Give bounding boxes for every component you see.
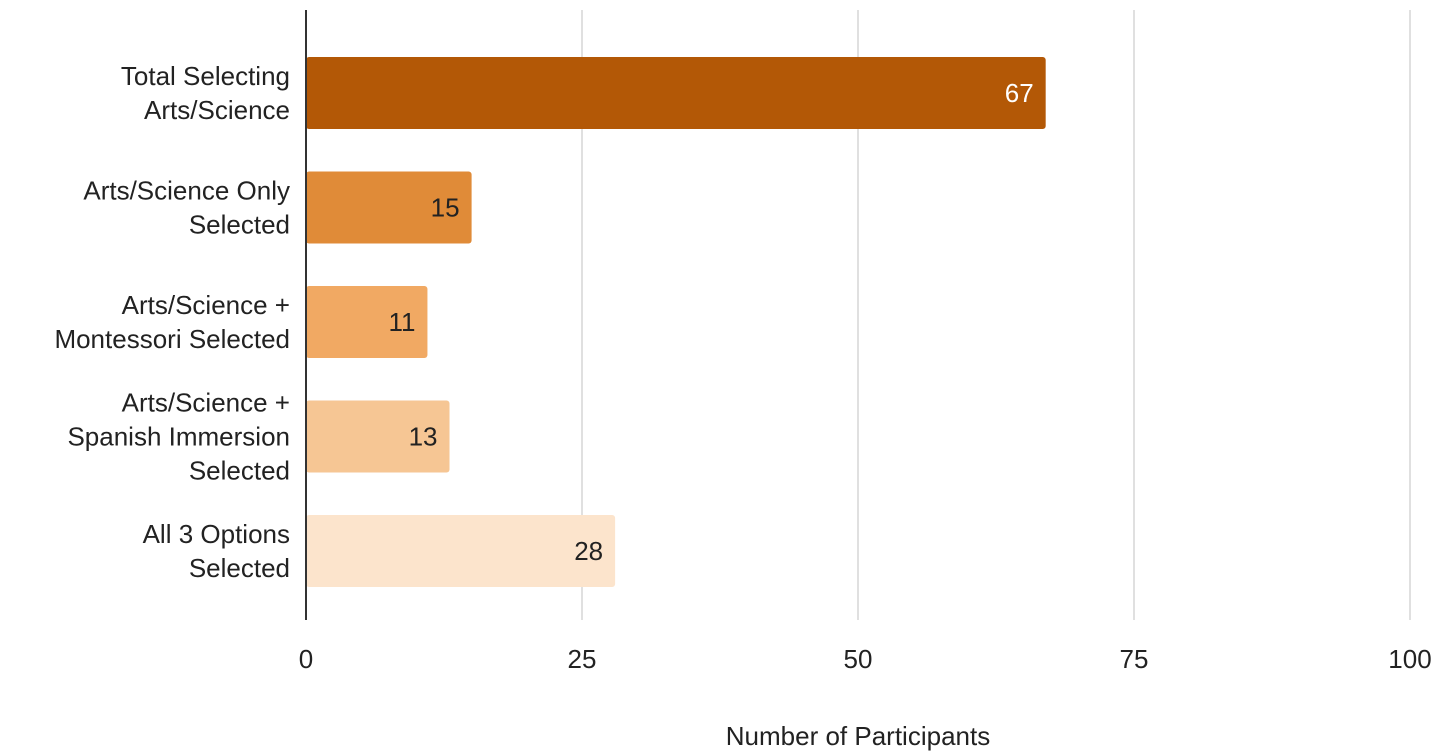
category-label-line: Arts/Science + — [122, 388, 290, 418]
x-tick-labels: 0 25 50 75 100 — [299, 644, 1432, 674]
x-tick-label: 25 — [568, 644, 597, 674]
bar-data-label: 28 — [574, 536, 603, 566]
bar — [306, 400, 450, 473]
category-label-line: Arts/Science — [144, 95, 290, 125]
bars — [306, 57, 1046, 587]
category-label-line: Spanish Immersion — [67, 422, 290, 452]
category-label-line: Arts/Science + — [122, 290, 290, 320]
category-label-line: Total Selecting — [121, 61, 290, 91]
bar — [306, 286, 428, 358]
category-label-line: All 3 Options — [143, 519, 290, 549]
x-axis-title: Number of Participants — [726, 721, 990, 751]
category-label-line: Montessori Selected — [54, 324, 290, 354]
category-label: Arts/Science Only Selected — [83, 176, 290, 240]
category-label: Arts/Science + Montessori Selected — [54, 290, 290, 354]
bar — [306, 171, 472, 244]
x-tick-label: 0 — [299, 644, 313, 674]
x-tick-label: 75 — [1120, 644, 1149, 674]
bar-data-label: 67 — [1005, 78, 1034, 108]
bar-data-labels: 67 15 11 13 28 — [388, 78, 1033, 566]
bar-data-label: 15 — [431, 193, 460, 223]
category-label-line: Selected — [189, 553, 290, 583]
category-labels: Total Selecting Arts/Science Arts/Science … — [54, 61, 290, 583]
bar — [306, 57, 1046, 129]
category-label-line: Selected — [189, 456, 290, 486]
category-label: Arts/Science + Spanish Immersion Selected — [67, 388, 290, 486]
x-tick-label: 100 — [1388, 644, 1431, 674]
category-label-line: Selected — [189, 210, 290, 240]
category-label: Total Selecting Arts/Science — [121, 61, 290, 125]
category-label-line: Arts/Science Only — [83, 176, 290, 206]
bar-data-label: 13 — [409, 422, 438, 452]
bar — [306, 515, 616, 587]
category-label: All 3 Options Selected — [143, 519, 290, 583]
x-tick-label: 50 — [844, 644, 873, 674]
bar-data-label: 11 — [388, 307, 415, 337]
